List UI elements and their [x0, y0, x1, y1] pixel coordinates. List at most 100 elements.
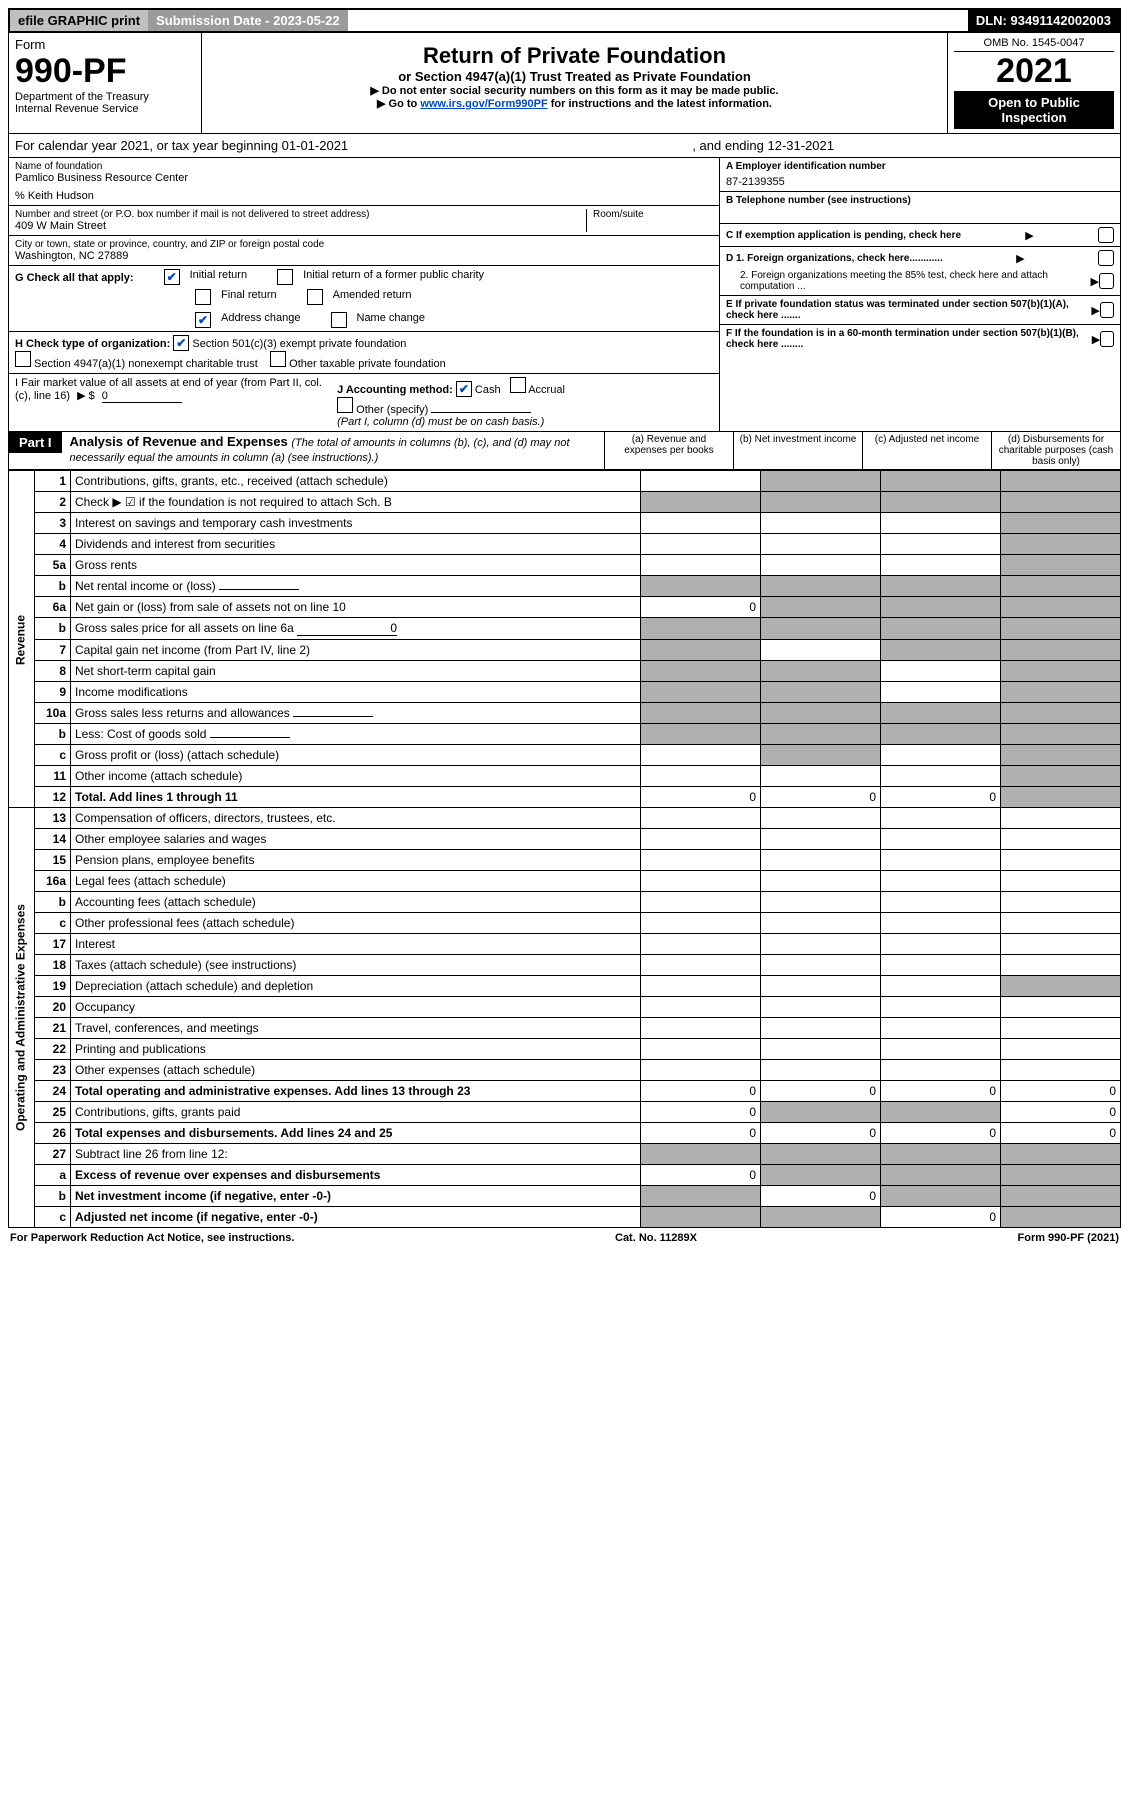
j-accrual[interactable]: [510, 377, 526, 393]
cell-b-c: [881, 1186, 1001, 1207]
line-desc-12: Total. Add lines 1 through 11: [71, 787, 641, 808]
g-checkbox-3[interactable]: [277, 269, 293, 285]
g-checkbox-2[interactable]: ✔: [195, 312, 211, 328]
form-header: Form 990-PF Department of the Treasury I…: [8, 33, 1121, 134]
cell-20-a: [641, 997, 761, 1018]
cell-1-c: [881, 471, 1001, 492]
foundation-name: Pamlico Business Resource Center: [15, 172, 713, 184]
cell-24-b: 0: [761, 1081, 881, 1102]
cell-c-a: [641, 1207, 761, 1228]
line-desc-4: Dividends and interest from securities: [71, 534, 641, 555]
addr-label: Number and street (or P.O. box number if…: [15, 209, 586, 220]
phone: [726, 206, 1114, 220]
f-label: F If the foundation is in a 60-month ter…: [726, 328, 1092, 350]
c-checkbox[interactable]: [1098, 227, 1114, 243]
cell-23-c: [881, 1060, 1001, 1081]
cell-c-a: [641, 913, 761, 934]
ein: 87-2139355: [726, 176, 1114, 188]
page-footer: For Paperwork Reduction Act Notice, see …: [8, 1228, 1121, 1248]
h-checkbox-0[interactable]: ✔: [173, 335, 189, 351]
line-desc-1: Contributions, gifts, grants, etc., rece…: [71, 471, 641, 492]
efile-label[interactable]: efile GRAPHIC print: [10, 10, 148, 31]
j-cash[interactable]: ✔: [456, 381, 472, 397]
line-num-5a: 5a: [35, 555, 71, 576]
cell-6a-d: [1001, 597, 1121, 618]
cell-b-a: [641, 576, 761, 597]
form-title: Return of Private Foundation: [208, 43, 941, 69]
cell-15-d: [1001, 850, 1121, 871]
cell-22-d: [1001, 1039, 1121, 1060]
cell-2-c: [881, 492, 1001, 513]
note-2: ▶ Go to www.irs.gov/Form990PF for instru…: [208, 97, 941, 110]
cell-23-a: [641, 1060, 761, 1081]
cell-c-a: [641, 745, 761, 766]
footer-left: For Paperwork Reduction Act Notice, see …: [10, 1232, 294, 1244]
j-other[interactable]: [337, 397, 353, 413]
line-num-16a: 16a: [35, 871, 71, 892]
cell-4-a: [641, 534, 761, 555]
line-desc-b: Accounting fees (attach schedule): [71, 892, 641, 913]
cell-23-b: [761, 1060, 881, 1081]
cell-13-d: [1001, 808, 1121, 829]
name-label: Name of foundation: [15, 161, 713, 172]
cell-a-a: 0: [641, 1165, 761, 1186]
cell-b-b: [761, 892, 881, 913]
line-desc-b: Net investment income (if negative, ente…: [71, 1186, 641, 1207]
line-num-c: c: [35, 745, 71, 766]
line-num-4: 4: [35, 534, 71, 555]
g-checkbox-0[interactable]: ✔: [164, 269, 180, 285]
note-1: ▶ Do not enter social security numbers o…: [208, 84, 941, 97]
cell-19-c: [881, 976, 1001, 997]
cell-7-a: [641, 640, 761, 661]
cell-4-d: [1001, 534, 1121, 555]
cell-c-c: [881, 913, 1001, 934]
cell-22-a: [641, 1039, 761, 1060]
e-checkbox[interactable]: [1100, 302, 1114, 318]
line-num-24: 24: [35, 1081, 71, 1102]
cell-22-c: [881, 1039, 1001, 1060]
calendar-year-row: For calendar year 2021, or tax year begi…: [8, 134, 1121, 158]
line-num-9: 9: [35, 682, 71, 703]
d1-checkbox[interactable]: [1098, 250, 1114, 266]
cell-11-d: [1001, 766, 1121, 787]
cell-a-c: [881, 1165, 1001, 1186]
cell-9-b: [761, 682, 881, 703]
cell-1-a: [641, 471, 761, 492]
cell-25-c: [881, 1102, 1001, 1123]
g-checkbox-1[interactable]: [195, 289, 211, 305]
cell-12-b: 0: [761, 787, 881, 808]
line-desc-21: Travel, conferences, and meetings: [71, 1018, 641, 1039]
cell-8-b: [761, 661, 881, 682]
line-desc-11: Other income (attach schedule): [71, 766, 641, 787]
cell-25-b: [761, 1102, 881, 1123]
d2-checkbox[interactable]: [1099, 273, 1114, 289]
line-num-13: 13: [35, 808, 71, 829]
cell-8-d: [1001, 661, 1121, 682]
cell-15-c: [881, 850, 1001, 871]
cell-b-c: [881, 724, 1001, 745]
f-checkbox[interactable]: [1100, 331, 1114, 347]
h-checkbox-1[interactable]: [15, 351, 31, 367]
line-desc-14: Other employee salaries and wages: [71, 829, 641, 850]
cell-13-b: [761, 808, 881, 829]
col-a: (a) Revenue and expenses per books: [604, 432, 733, 469]
cell-20-d: [1001, 997, 1121, 1018]
line-desc-b: Gross sales price for all assets on line…: [71, 618, 641, 640]
cell-c-d: [1001, 913, 1121, 934]
cell-27-a: [641, 1144, 761, 1165]
h-checkbox-2[interactable]: [270, 351, 286, 367]
cell-17-a: [641, 934, 761, 955]
line-num-17: 17: [35, 934, 71, 955]
cell-27-c: [881, 1144, 1001, 1165]
g-checkbox-5[interactable]: [331, 312, 347, 328]
cell-a-b: [761, 1165, 881, 1186]
d2-label: 2. Foreign organizations meeting the 85%…: [740, 270, 1091, 292]
line-num-11: 11: [35, 766, 71, 787]
cell-b-c: [881, 576, 1001, 597]
cell-11-a: [641, 766, 761, 787]
form-link[interactable]: www.irs.gov/Form990PF: [420, 98, 547, 110]
cell-10a-d: [1001, 703, 1121, 724]
g-checkbox-4[interactable]: [307, 289, 323, 305]
line-desc-9: Income modifications: [71, 682, 641, 703]
part1-title: Analysis of Revenue and Expenses: [70, 434, 288, 449]
